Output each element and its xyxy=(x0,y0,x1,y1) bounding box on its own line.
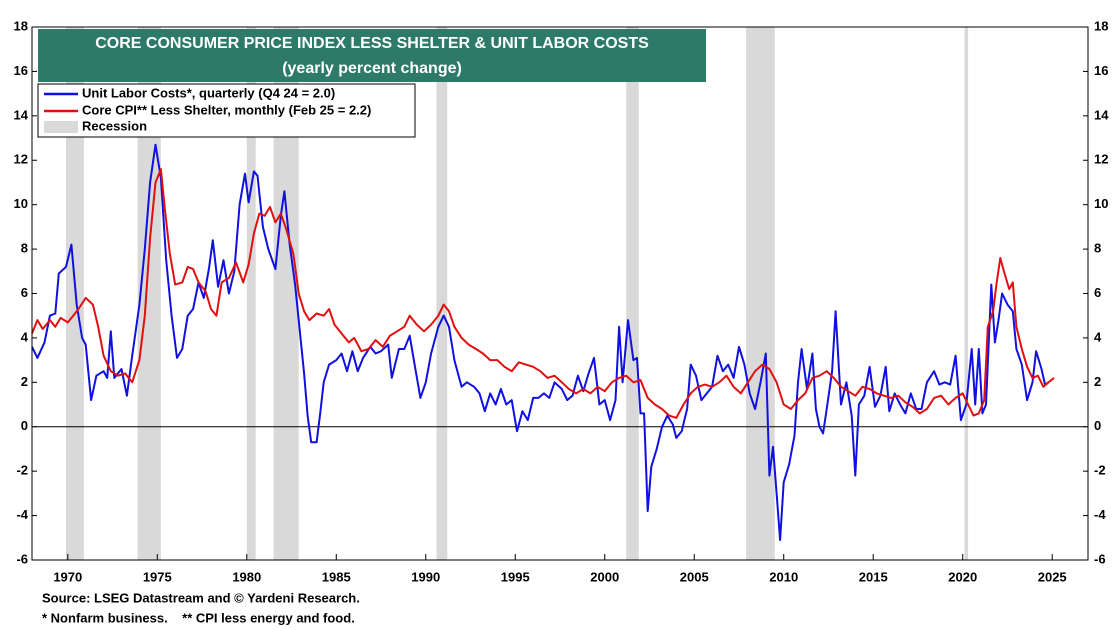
series-line xyxy=(31,168,1055,419)
y2-tick-label: 6 xyxy=(1094,285,1101,300)
source-note: Source: LSEG Datastream and © Yardeni Re… xyxy=(42,590,360,605)
y2-tick-label: 16 xyxy=(1094,63,1108,78)
y2-tick-label: -6 xyxy=(1094,551,1106,566)
y2-tick-label: 0 xyxy=(1094,418,1101,433)
footnote: * Nonfarm business. ** CPI less energy a… xyxy=(42,610,355,625)
y-tick-label: 12 xyxy=(14,152,28,167)
x-tick-label: 1985 xyxy=(322,569,351,584)
x-tick-label: 2005 xyxy=(680,569,709,584)
y2-tick-label: 2 xyxy=(1094,374,1101,389)
recession-band xyxy=(246,27,256,560)
x-tick-label: 2000 xyxy=(590,569,619,584)
y2-tick-label: 4 xyxy=(1094,329,1102,344)
y-tick-label: 4 xyxy=(21,329,29,344)
plot-frame xyxy=(31,26,1089,561)
legend-label: Recession xyxy=(82,118,147,133)
legend-label: Unit Labor Costs*, quarterly (Q4 24 = 2.… xyxy=(82,85,335,100)
recession-band xyxy=(746,27,775,560)
y2-tick-label: 14 xyxy=(1094,107,1109,122)
x-tick-label: 2025 xyxy=(1038,569,1067,584)
y-tick-label: 6 xyxy=(21,285,28,300)
y2-tick-label: 18 xyxy=(1094,18,1108,33)
y-tick-label: -6 xyxy=(16,551,28,566)
x-tick-label: 1970 xyxy=(53,569,82,584)
y-tick-label: 0 xyxy=(21,418,28,433)
title-box xyxy=(38,29,706,82)
x-tick-label: 2020 xyxy=(948,569,977,584)
y2-tick-label: -4 xyxy=(1094,507,1106,522)
recession-band xyxy=(436,27,448,560)
chart-subtitle: (yearly percent change) xyxy=(282,60,462,77)
y2-tick-label: 10 xyxy=(1094,196,1108,211)
y2-tick-label: -2 xyxy=(1094,463,1106,478)
y-tick-label: 10 xyxy=(14,196,28,211)
x-tick-label: 1990 xyxy=(411,569,440,584)
y-tick-label: 8 xyxy=(21,241,28,256)
recession-band xyxy=(626,27,639,560)
x-tick-label: 1980 xyxy=(232,569,261,584)
y-tick-label: 2 xyxy=(21,374,28,389)
legend-box xyxy=(37,83,416,138)
legend-label: Core CPI** Less Shelter, monthly (Feb 25… xyxy=(82,102,371,117)
legend-swatch xyxy=(44,121,78,133)
x-tick-label: 2010 xyxy=(769,569,798,584)
series-line xyxy=(31,143,1050,541)
plot-area xyxy=(31,26,1089,561)
y-tick-label: 18 xyxy=(14,18,28,33)
x-tick-label: 1995 xyxy=(501,569,530,584)
y2-tick-label: 8 xyxy=(1094,241,1101,256)
y-tick-label: 14 xyxy=(14,107,29,122)
y-tick-label: -2 xyxy=(16,463,28,478)
y-tick-label: -4 xyxy=(16,507,28,522)
x-tick-label: 1975 xyxy=(143,569,172,584)
recession-band xyxy=(964,27,969,560)
y-tick-label: 16 xyxy=(14,63,28,78)
x-tick-label: 2015 xyxy=(859,569,888,584)
chart-title: CORE CONSUMER PRICE INDEX LESS SHELTER &… xyxy=(95,35,649,52)
y2-tick-label: 12 xyxy=(1094,152,1108,167)
